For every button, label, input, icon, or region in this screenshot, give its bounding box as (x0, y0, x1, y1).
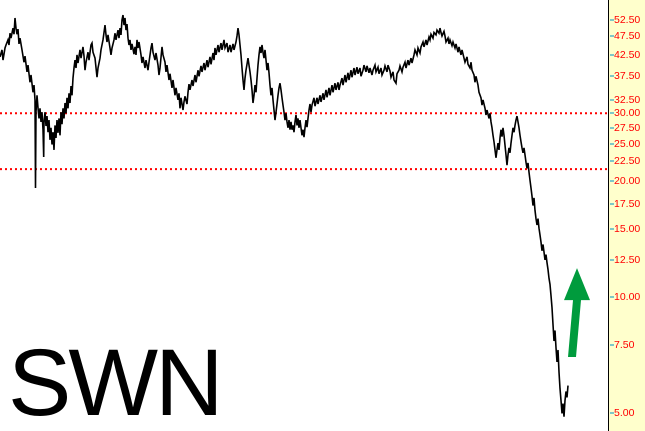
y-axis-tick (610, 296, 614, 298)
y-axis-label: 5.00 (614, 406, 635, 419)
y-axis-label: 47.50 (614, 29, 641, 42)
y-axis-tick (610, 35, 614, 37)
y-axis-label: 20.00 (614, 174, 641, 187)
y-axis-tick (610, 412, 614, 414)
y-axis-tick (610, 99, 614, 101)
y-axis-label: 37.50 (614, 69, 641, 82)
ticker-symbol: SWN (8, 330, 221, 431)
y-axis-panel: 52.50 47.50 42.50 37.50 32.50 30.00 27.50 25.00… (608, 0, 645, 431)
y-axis-label: 10.00 (614, 290, 641, 303)
y-axis-tick (610, 127, 614, 129)
y-axis-label: 30.00 (614, 106, 641, 119)
y-axis-label: 15.00 (614, 222, 641, 235)
y-axis-label: 17.50 (614, 197, 641, 210)
y-axis-tick (610, 259, 614, 261)
support-resistance-lines (0, 112, 608, 171)
y-axis-label: 32.50 (614, 93, 641, 106)
y-axis-label: 27.50 (614, 121, 641, 134)
price-line (0, 14, 569, 417)
y-axis-label: 7.50 (614, 338, 635, 351)
y-axis-tick (610, 160, 614, 162)
y-axis-label: 42.50 (614, 48, 641, 61)
y-axis-label: 22.50 (614, 154, 641, 167)
y-axis-tick (610, 180, 614, 182)
y-axis-tick (610, 19, 614, 21)
price-chart: SWN (0, 14, 608, 431)
up-arrow-annotation (564, 268, 590, 357)
y-axis-tick (610, 75, 614, 77)
y-axis-tick (610, 344, 614, 346)
y-axis-tick (610, 143, 614, 145)
y-axis-tick (610, 54, 614, 56)
y-axis-tick (610, 203, 614, 205)
y-axis-tick (610, 112, 614, 114)
y-axis-tick (610, 228, 614, 230)
y-axis-label: 12.50 (614, 253, 641, 266)
y-axis-label: 52.50 (614, 13, 641, 26)
y-axis-label: 25.00 (614, 137, 641, 150)
